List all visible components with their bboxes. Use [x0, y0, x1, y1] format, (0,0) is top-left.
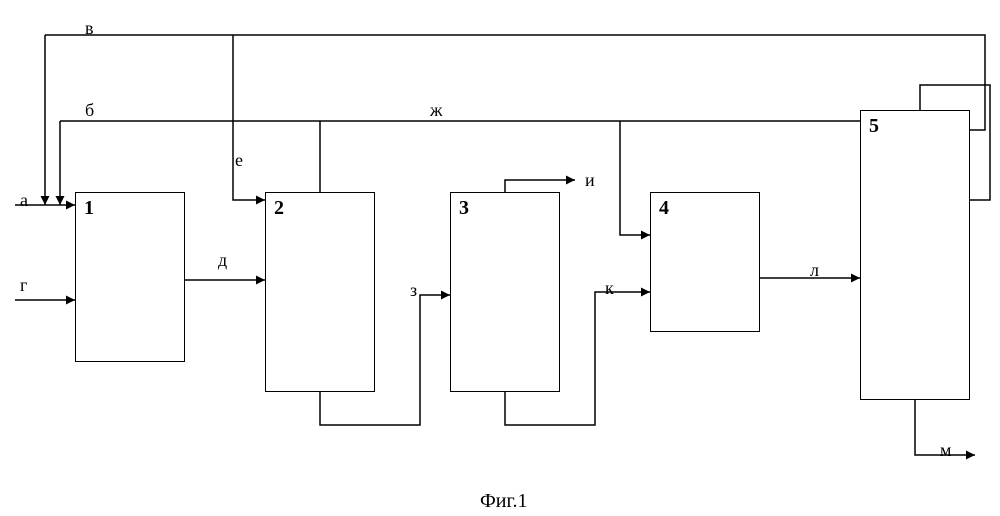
edge-b3_i: [505, 180, 575, 192]
edge-b3_b4: [505, 292, 650, 425]
edge-b2_b3: [320, 295, 450, 425]
edge-e_in: [233, 60, 265, 200]
edge-label-k: к: [605, 278, 614, 299]
edge-label-e: е: [235, 150, 243, 171]
edge-label-i: и: [585, 170, 595, 191]
edge-label-zh: ж: [430, 100, 442, 121]
edge-label-d: д: [218, 250, 227, 271]
edge-label-z: з: [410, 280, 417, 301]
edge-label-b: б: [85, 100, 94, 121]
wires-layer: [0, 0, 1000, 516]
edge-label-m: м: [940, 440, 951, 461]
figure-caption: Фиг.1: [480, 490, 527, 513]
edge-label-l: л: [810, 260, 819, 281]
edge-label-a: а: [20, 190, 28, 211]
edge-v_line: [45, 35, 985, 130]
edge-label-g: г: [20, 275, 27, 296]
edge-b_to_b4: [620, 121, 650, 235]
edge-b5_lp: [920, 85, 990, 200]
edge-label-v: в: [85, 18, 94, 39]
